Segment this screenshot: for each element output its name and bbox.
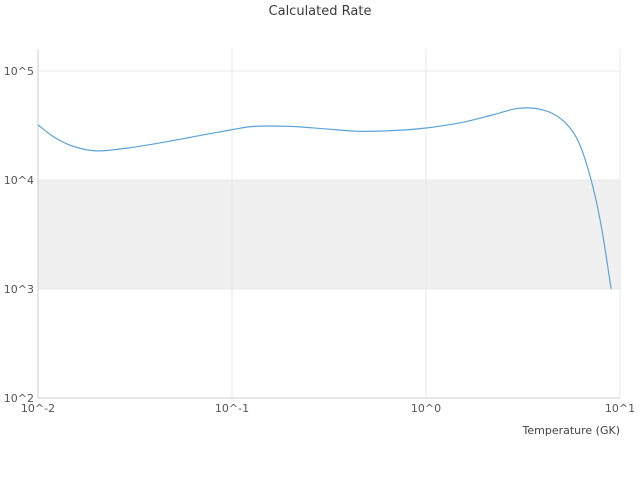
x-tick-label-1e0: 10^0 bbox=[411, 402, 441, 415]
x-axis-title: Temperature (GK) bbox=[522, 424, 621, 437]
y-tick-label-1e4: 10^4 bbox=[4, 174, 34, 187]
chart-title: Calculated Rate bbox=[268, 4, 372, 19]
x-tick-label-1e-2: 10^-2 bbox=[21, 402, 55, 415]
y-tick-label-1e5: 10^5 bbox=[4, 65, 34, 78]
y-tick-label-1e3: 10^3 bbox=[4, 283, 34, 296]
band-annotation bbox=[38, 180, 620, 289]
rate-series-line bbox=[37, 107, 612, 290]
x-tick-label-1e-1: 10^-1 bbox=[215, 402, 249, 415]
y-tick-label-1e2: 10^2 bbox=[4, 392, 34, 405]
x-tick-label-1e1: 10^1 bbox=[605, 402, 635, 415]
